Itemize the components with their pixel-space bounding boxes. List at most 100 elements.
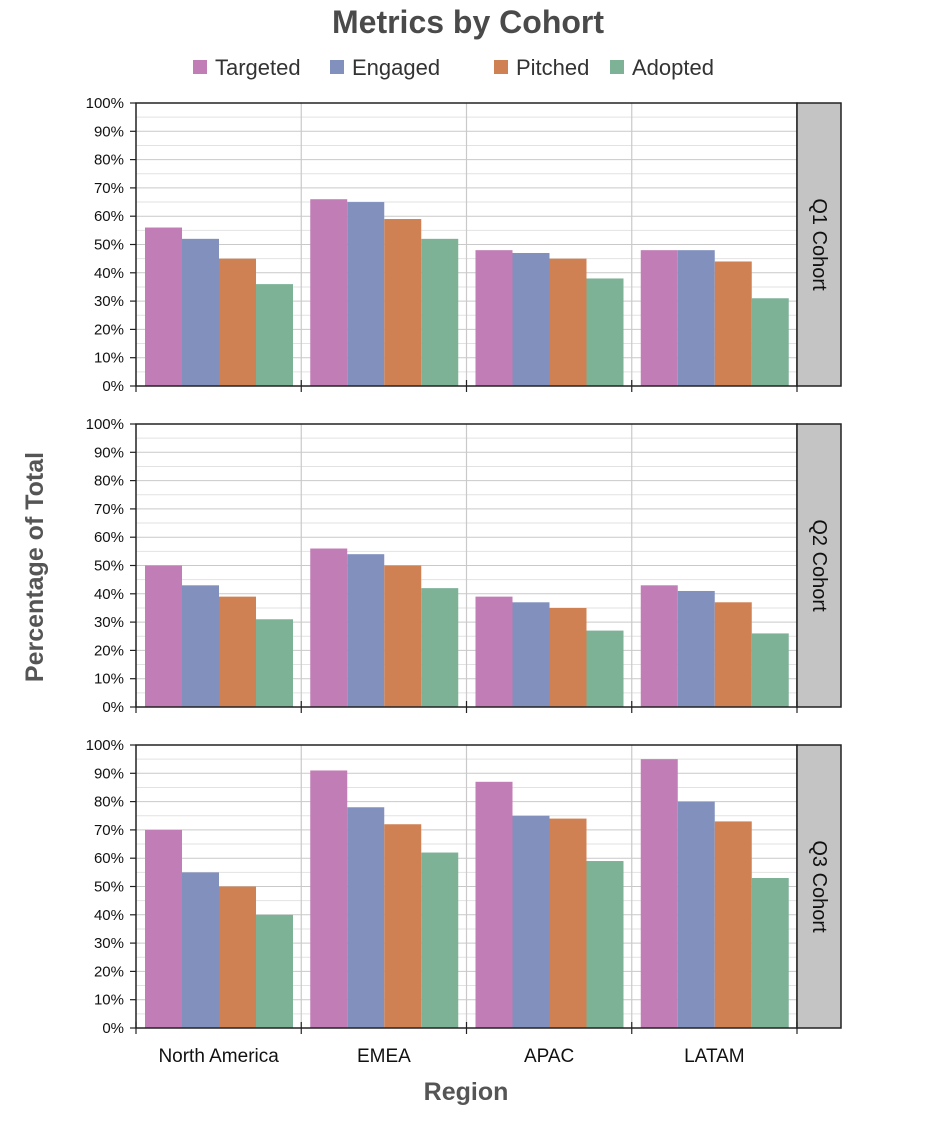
- y-tick-label: 100%: [86, 416, 124, 433]
- bar-q3-cohort-north-america-engaged: [182, 872, 219, 1028]
- y-tick-label: 70%: [94, 822, 124, 839]
- y-tick-label: 30%: [94, 293, 124, 310]
- x-axis-label: Region: [424, 1078, 509, 1106]
- bar-q2-cohort-latam-engaged: [677, 590, 715, 707]
- x-tick-labels: North America EMEA APAC LATAM: [158, 1046, 744, 1067]
- y-tick-label: 60%: [94, 529, 124, 546]
- y-tick-label: 0%: [102, 378, 124, 395]
- bar-q3-cohort-apac-pitched: [549, 818, 587, 1028]
- y-tick-label: 30%: [94, 614, 124, 631]
- bar-q1-cohort-apac-adopted: [586, 278, 624, 386]
- chart-title: Metrics by Cohort: [332, 4, 604, 40]
- bar-q2-cohort-latam-targeted: [640, 585, 678, 707]
- x-tick-label-emea: EMEA: [357, 1046, 411, 1067]
- bar-q2-cohort-north-america-targeted: [145, 565, 182, 707]
- bar-q2-cohort-north-america-adopted: [256, 619, 293, 707]
- bar-q3-cohort-apac-targeted: [475, 781, 513, 1028]
- legend-label-pitched: Pitched: [516, 55, 589, 80]
- x-tick-label-latam: LATAM: [684, 1046, 745, 1067]
- facet-strip: [796, 423, 842, 708]
- bar-q3-cohort-emea-targeted: [310, 770, 348, 1028]
- bar-q2-cohort-apac-engaged: [512, 602, 550, 707]
- bar-q1-cohort-emea-engaged: [347, 202, 385, 386]
- x-tick-label-apac: APAC: [524, 1046, 574, 1067]
- y-tick-label: 10%: [94, 992, 124, 1009]
- y-tick-label: 80%: [94, 473, 124, 490]
- bar-q1-cohort-latam-adopted: [751, 298, 789, 386]
- panel-q1-cohort: 0% 10% 20% 30% 40% 50% 60% 70% 80% 90% 100% Q1 Coho…: [86, 95, 842, 395]
- bar-q1-cohort-north-america-engaged: [182, 238, 219, 386]
- bar-q1-cohort-latam-pitched: [714, 261, 752, 386]
- legend-swatch-adopted: [610, 60, 624, 74]
- bar-q1-cohort-emea-targeted: [310, 199, 348, 386]
- facet-strip-label: Q2 Cohort: [808, 519, 830, 612]
- bar-q3-cohort-apac-engaged: [512, 815, 550, 1028]
- bar-q2-cohort-north-america-engaged: [182, 585, 219, 707]
- legend-label-targeted: Targeted: [215, 55, 301, 80]
- bar-q3-cohort-apac-adopted: [586, 861, 624, 1028]
- bar-q1-cohort-latam-engaged: [677, 250, 715, 386]
- y-tick-label: 90%: [94, 123, 124, 140]
- bar-q3-cohort-north-america-targeted: [145, 829, 182, 1028]
- y-tick-label: 80%: [94, 794, 124, 811]
- y-tick-label: 60%: [94, 208, 124, 225]
- y-tick-label: 70%: [94, 501, 124, 518]
- y-tick-label: 40%: [94, 586, 124, 603]
- facet-strip: [796, 102, 842, 387]
- y-tick-label: 20%: [94, 963, 124, 980]
- panels: 0% 10% 20% 30% 40% 50% 60% 70% 80% 90% 100% Q1 Coho…: [86, 95, 842, 1037]
- y-tick-label: 90%: [94, 444, 124, 461]
- y-tick-label: 90%: [94, 765, 124, 782]
- bar-q3-cohort-north-america-adopted: [256, 914, 293, 1028]
- y-tick-label: 50%: [94, 558, 124, 575]
- y-tick-label: 60%: [94, 850, 124, 867]
- bar-q1-cohort-apac-engaged: [512, 252, 550, 386]
- y-tick-label: 20%: [94, 642, 124, 659]
- y-tick-label: 0%: [102, 1020, 124, 1037]
- bar-q3-cohort-north-america-pitched: [219, 886, 256, 1028]
- panel-q2-cohort: 0% 10% 20% 30% 40% 50% 60% 70% 80% 90% 100% Q2 Coho…: [86, 416, 842, 716]
- bar-q3-cohort-latam-adopted: [751, 878, 789, 1028]
- bar-q3-cohort-latam-targeted: [640, 759, 678, 1028]
- panel-q3-cohort: 0% 10% 20% 30% 40% 50% 60% 70% 80% 90% 100% Q3 Coho…: [86, 737, 842, 1037]
- bar-q1-cohort-emea-pitched: [384, 219, 422, 386]
- bar-q1-cohort-north-america-adopted: [256, 284, 293, 386]
- y-tick-label: 40%: [94, 907, 124, 924]
- legend-swatch-pitched: [494, 60, 508, 74]
- y-axis-label: Percentage of Total: [21, 452, 49, 682]
- bar-q2-cohort-north-america-pitched: [219, 596, 256, 707]
- legend-label-adopted: Adopted: [632, 55, 714, 80]
- bar-q3-cohort-latam-engaged: [677, 801, 715, 1028]
- y-tick-label: 40%: [94, 265, 124, 282]
- bar-q1-cohort-latam-targeted: [640, 250, 678, 386]
- bar-q1-cohort-north-america-pitched: [219, 258, 256, 386]
- y-tick-label: 100%: [86, 737, 124, 754]
- bar-q2-cohort-apac-adopted: [586, 630, 624, 707]
- legend-swatch-engaged: [330, 60, 344, 74]
- bar-q3-cohort-emea-engaged: [347, 807, 385, 1028]
- y-tick-label: 20%: [94, 321, 124, 338]
- y-tick-label: 70%: [94, 180, 124, 197]
- y-tick-label: 30%: [94, 935, 124, 952]
- bar-q2-cohort-apac-targeted: [475, 596, 513, 707]
- bar-q2-cohort-emea-adopted: [421, 588, 459, 707]
- y-tick-label: 0%: [102, 699, 124, 716]
- x-tick-label-north-america: North America: [158, 1046, 279, 1067]
- y-tick-label: 10%: [94, 350, 124, 367]
- facet-strip: [796, 744, 842, 1029]
- y-tick-label: 50%: [94, 879, 124, 896]
- bar-q1-cohort-apac-pitched: [549, 258, 587, 386]
- facet-strip-label: Q3 Cohort: [808, 840, 830, 933]
- y-tick-label: 100%: [86, 95, 124, 112]
- bar-q1-cohort-apac-targeted: [475, 250, 513, 386]
- bar-q2-cohort-emea-engaged: [347, 554, 385, 707]
- bar-q2-cohort-latam-adopted: [751, 633, 789, 707]
- legend-swatch-targeted: [193, 60, 207, 74]
- y-tick-label: 80%: [94, 152, 124, 169]
- legend: Targeted Engaged Pitched Adopted: [193, 55, 714, 80]
- legend-label-engaged: Engaged: [352, 55, 440, 80]
- bar-q1-cohort-emea-adopted: [421, 238, 459, 386]
- bar-q3-cohort-emea-pitched: [384, 824, 422, 1028]
